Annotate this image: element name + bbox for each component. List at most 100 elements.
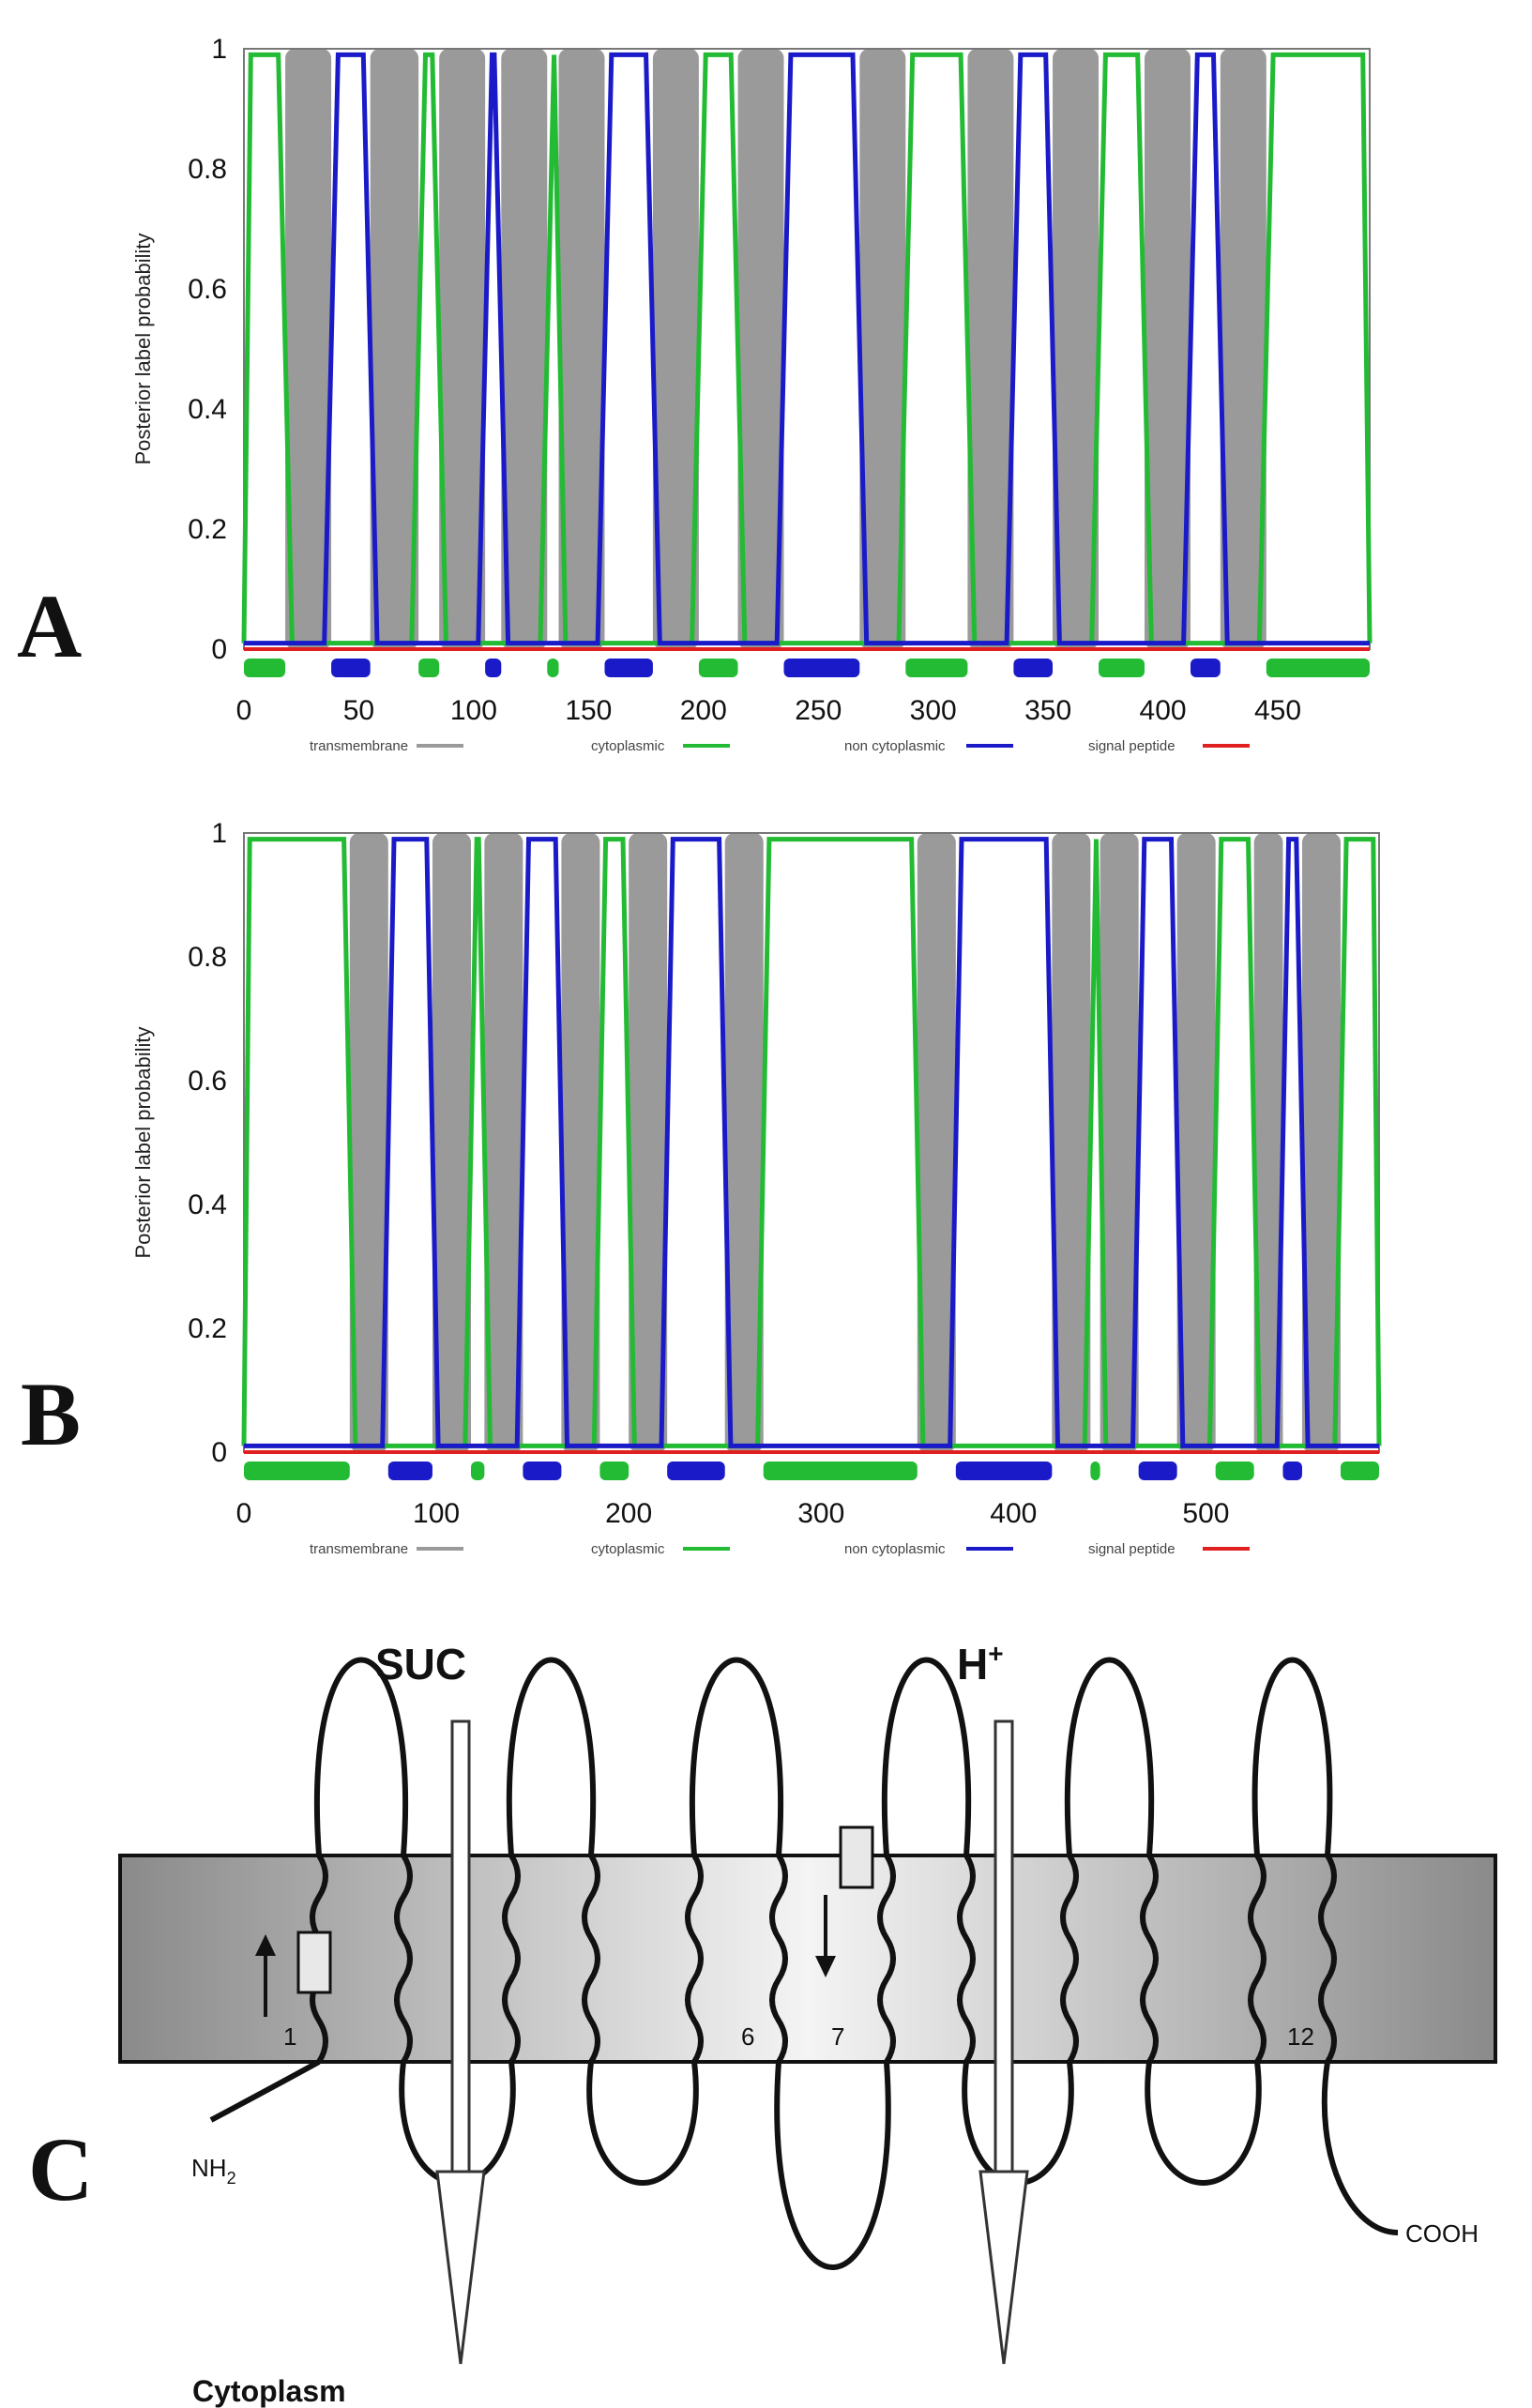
transmembrane-band [1176,833,1216,1452]
non-cytoplasmic-track-segment [523,1461,562,1480]
legend-entry-label: cytoplasmic [591,1541,665,1557]
x-tick-labels: 0 100 200 300 400 500 [236,1498,1230,1529]
transmembrane-band [1100,833,1139,1452]
transmembrane-band [1053,49,1100,649]
legend: transmembrane cytoplasmic non cytoplasmic s… [310,738,1250,754]
y-tick-labels: 0 0.2 0.4 0.6 0.8 1 [188,818,227,1468]
legend: transmembrane cytoplasmic non cytoplasmic s… [310,1541,1250,1557]
x-tick-label: 200 [680,695,727,726]
panel-label-c: C [28,2119,93,2219]
x-tick-label: 500 [1182,1498,1229,1529]
n-terminus-subscript: 2 [227,2169,236,2188]
y-tick-label: 0.2 [188,1313,227,1344]
non-cytoplasmic-track-segment [485,659,502,677]
transmembrane-band [859,49,906,649]
non-cytoplasmic-series-line [244,52,1370,646]
transmembrane-band [349,833,388,1452]
transmembrane-band [724,833,764,1452]
cytoplasmic-track-segment [905,659,968,677]
non-cytoplasmic-track-segment [1190,659,1221,677]
transmembrane-band [558,49,605,649]
n-terminus-label: NH2 [191,2154,236,2188]
proton-label-text: H [957,1640,988,1689]
x-tick-label: 200 [605,1498,652,1529]
y-tick-label: 1 [211,818,227,849]
chart-b: 0 0.2 0.4 0.6 0.8 1 0 100 200 300 400 500 Posterio… [21,818,1382,1557]
y-axis-label: Posterior label probability [131,233,155,464]
x-tick-label: 400 [990,1498,1037,1529]
y-tick-label: 0.6 [188,274,227,305]
helix-1-direction-arrow-icon [255,1934,276,2017]
y-tick-label: 0 [211,1437,227,1468]
helix-number-6: 6 [741,2022,754,2051]
cytoplasmic-track-segment [244,1461,350,1480]
transmembrane-band [1220,49,1267,649]
non-cytoplasmic-track-segment [1013,659,1054,677]
panel-label-b: B [21,1364,81,1464]
legend-entry-label: signal peptide [1088,1541,1176,1557]
non-cytoplasmic-track-segment [667,1461,725,1480]
transmembrane-band [484,833,523,1452]
c-terminus-label: COOH [1405,2219,1479,2248]
transmembrane-bands [285,49,1267,649]
y-tick-label: 0.2 [188,514,227,545]
non-cytoplasmic-track-segment [1138,1461,1177,1480]
legend-entry-label: cytoplasmic [591,738,665,754]
substrate-label: SUC [375,1640,466,1689]
transmembrane-band [629,833,668,1452]
cytoplasmic-track-segment [599,1461,629,1480]
proton-label-superscript: + [988,1639,1003,1668]
x-tick-label: 150 [565,695,612,726]
transmembrane-band [1052,833,1091,1452]
x-tick-label: 0 [236,1498,252,1529]
y-tick-label: 0 [211,634,227,665]
transmembrane-band [501,49,548,649]
x-tick-label: 300 [797,1498,844,1529]
proton-transport-arrow [978,1719,1029,2365]
transmembrane-bands [349,833,1341,1452]
cytoplasmic-series-line [241,52,1373,646]
transmembrane-band [1253,833,1283,1452]
helix-number-7: 7 [831,2022,844,2051]
cytoplasmic-track-segment [1215,1461,1254,1480]
x-tick-label: 100 [413,1498,460,1529]
x-tick-label: 250 [795,695,842,726]
transmembrane-band [285,49,332,649]
topology-track [244,659,1370,677]
transmembrane-band [370,49,419,649]
x-tick-label: 450 [1254,695,1301,726]
transmembrane-band [439,49,486,649]
cytoplasmic-track-segment [1340,1461,1379,1480]
x-tick-label: 400 [1140,695,1187,726]
sucrose-transport-arrow [435,1719,486,2365]
transmembrane-band [1301,833,1341,1452]
y-tick-labels: 0 0.2 0.4 0.6 0.8 1 [188,34,227,665]
transmembrane-band [432,833,471,1452]
x-tick-label: 0 [236,695,252,726]
x-tick-labels: 0 50 100 150 200 250 300 350 400 450 [236,695,1301,726]
cytoplasmic-track-segment [1090,1461,1100,1480]
cytoplasmic-track-segment [418,659,440,677]
transmembrane-band [1145,49,1191,649]
cytoplasmic-track-segment [244,659,286,677]
helix-7-motif-box [839,1825,874,1889]
y-tick-label: 0.8 [188,154,227,185]
membrane-topology-diagram: SUC H+ NH2 COOH Cytoplasm 1 6 7 12 C [28,1639,1497,2408]
n-terminus-text: NH [191,2154,227,2182]
y-tick-label: 0.4 [188,1189,227,1220]
cytoplasmic-track-segment [471,1461,485,1480]
x-tick-label: 350 [1024,695,1071,726]
non-cytoplasmic-track-segment [387,1461,432,1480]
proton-label: H+ [957,1639,1004,1689]
legend-entry-label: transmembrane [310,1541,408,1557]
helix-1-motif-box [296,1931,332,1994]
x-tick-label: 50 [343,695,374,726]
non-cytoplasmic-track-segment [955,1461,1053,1480]
non-cytoplasmic-track-segment [604,659,653,677]
y-tick-label: 0.6 [188,1066,227,1097]
legend-entry-label: signal peptide [1088,738,1176,754]
transmembrane-band [967,49,1014,649]
transmembrane-band [561,833,600,1452]
non-cytoplasmic-series-line [244,837,1379,1448]
